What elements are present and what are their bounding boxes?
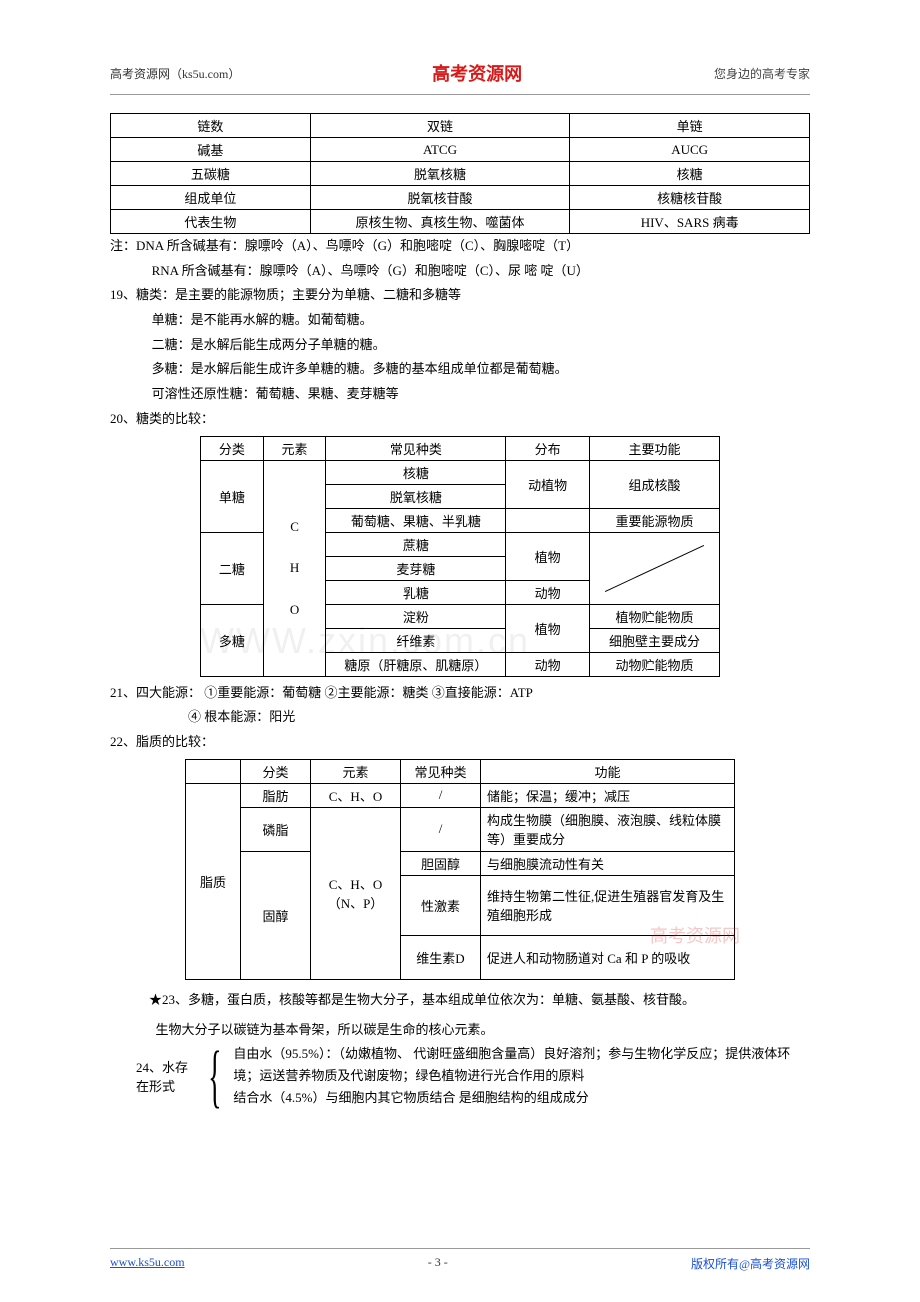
header-right: 您身边的高考专家 [714, 65, 810, 82]
lipid-comparison-table: 分类 元素 常见种类 功能 脂质 脂肪 C、H、O / 储能；保温；缓冲；减压 … [185, 759, 735, 980]
q24-bound: 结合水（4.5%）与细胞内其它物质结合 是细胞结构的组成成分 [233, 1087, 810, 1109]
q24-brace: 24、水存在形式 { 自由水（95.5%）：（幼嫩植物、 代谢旺盛细胞含量高）良… [136, 1043, 810, 1109]
page-footer: www.ks5u.com - 3 - 版权所有@高考资源网 [110, 1248, 810, 1272]
sugar-comparison-table: 分类 元素 常见种类 分布 主要功能 单糖 C H O 核糖 动植物 组成核酸 … [200, 436, 720, 677]
note-rna: RNA 所含碱基有：腺嘌呤（A）、鸟嘌呤（G）和胞嘧啶（C）、尿 嘧 啶（U） [110, 259, 810, 284]
q19-l3: 二糖：是水解后能生成两分子单糖的糖。 [110, 333, 810, 358]
note-dna: 注：DNA 所含碱基有：腺嘌呤（A）、鸟嘌呤（G）和胞嘧啶（C）、胸腺嘧啶（T） [110, 234, 810, 259]
footer-copyright: 版权所有@高考资源网 [691, 1255, 810, 1272]
q19-l1: 19、糖类：是主要的能源物质；主要分为单糖、二糖和多糖等 [110, 283, 810, 308]
table-row: 组成单位脱氧核苷酸核糖核苷酸 [111, 186, 810, 210]
table-row: 代表生物原核生物、真核生物、噬菌体HIV、SARS 病毒 [111, 210, 810, 234]
page-header: 高考资源网（ks5u.com） 高考资源网 您身边的高考专家 [110, 60, 810, 95]
table-row: 五碳糖脱氧核糖核糖 [111, 162, 810, 186]
q21-l1: 21、四大能源： ①重要能源：葡萄糖 ②主要能源：糖类 ③直接能源：ATP [110, 681, 810, 706]
q20-title: 20、糖类的比较： [110, 407, 810, 432]
footer-page-num: - 3 - [428, 1255, 448, 1272]
q21-l2: ④ 根本能源：阳光 [110, 705, 810, 730]
q24-free: 自由水（95.5%）：（幼嫩植物、 代谢旺盛细胞含量高）良好溶剂；参与生物化学反… [233, 1043, 810, 1087]
q19-l4: 多糖：是水解后能生成许多单糖的糖。多糖的基本组成单位都是葡萄糖。 [110, 357, 810, 382]
q19-l5: 可溶性还原性糖：葡萄糖、果糖、麦芽糖等 [110, 382, 810, 407]
q19-l2: 单糖：是不能再水解的糖。如葡萄糖。 [110, 308, 810, 333]
page: 高考资源网（ks5u.com） 高考资源网 您身边的高考专家 链数双链单链 碱基… [0, 0, 920, 1302]
q22-title: 22、脂质的比较： [110, 730, 810, 755]
header-center: 高考资源网 [432, 60, 522, 86]
footer-link[interactable]: www.ks5u.com [110, 1255, 185, 1272]
table-row: 碱基ATCGAUCG [111, 138, 810, 162]
q23: ★23、多糖，蛋白质，核酸等都是生物大分子，基本组成单位依次为：单糖、氨基酸、核… [110, 988, 810, 1013]
table-row: 链数双链单链 [111, 114, 810, 138]
q24-prefix: 24、水存在形式 [136, 1043, 196, 1109]
brace-icon: { [207, 1043, 222, 1109]
header-left: 高考资源网（ks5u.com） [110, 65, 240, 82]
nucleic-acid-table: 链数双链单链 碱基ATCGAUCG 五碳糖脱氧核糖核糖 组成单位脱氧核苷酸核糖核… [110, 113, 810, 234]
